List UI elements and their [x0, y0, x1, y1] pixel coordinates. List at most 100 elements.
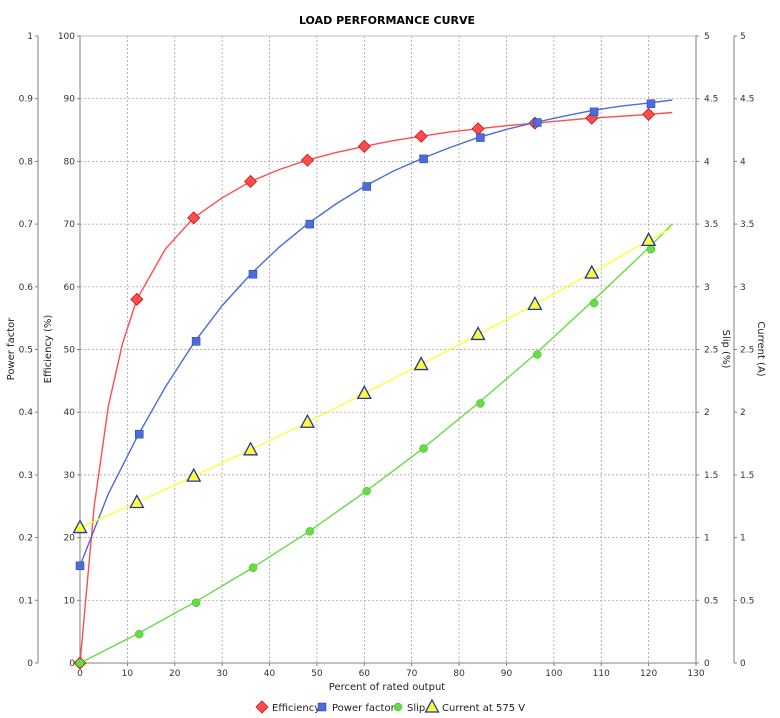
data-point-1: [244, 174, 258, 189]
efficiency-tick-label: 90: [64, 95, 76, 105]
slip-tick-label: 5: [704, 32, 710, 42]
data-point-2: [589, 107, 599, 117]
data-point-3: [191, 598, 201, 608]
data-point-4: [584, 264, 600, 279]
legend: Efficiency Power factor Slip Current at 575…: [255, 698, 525, 714]
slip-tick-label: 2: [704, 408, 710, 418]
data-point-3: [589, 298, 599, 308]
data-point-1: [471, 122, 485, 136]
data-point-3: [362, 486, 371, 496]
x-axis-title: Percent of rated output: [329, 682, 446, 693]
current-tick-label: 3: [740, 283, 746, 293]
current-tick-label: 5: [740, 32, 746, 42]
data-point-4: [129, 494, 145, 509]
power-factor-tick-label: 0.3: [19, 471, 33, 481]
efficiency-tick-label: 0: [69, 659, 75, 669]
current-axis-title: Current (A): [755, 321, 766, 376]
chart-title: LOAD PERFORMANCE CURVE: [299, 14, 475, 27]
efficiency-tick-label: 80: [64, 157, 76, 167]
data-point-1: [414, 129, 428, 143]
data-point-3: [419, 444, 428, 453]
data-point-3: [646, 244, 656, 254]
data-point-3: [75, 658, 85, 668]
x-tick-label: 110: [593, 669, 610, 679]
series-line-2: [79, 99, 673, 567]
series-line-4: [79, 227, 673, 529]
slip-tick-label: 4: [704, 157, 710, 167]
data-point-3: [305, 527, 315, 536]
slip-tick-label: 3: [704, 283, 710, 293]
current-tick-label: 2: [740, 408, 746, 418]
x-tick-label: 10: [122, 669, 134, 679]
current-tick-label: 4.5: [740, 95, 754, 105]
power-factor-tick-label: 0.9: [19, 95, 34, 105]
current-tick-label: 4: [740, 157, 746, 167]
data-point-4: [242, 441, 259, 456]
x-tick-label: 30: [216, 669, 228, 679]
x-tick-label: 40: [264, 669, 276, 679]
data-point-3: [533, 350, 542, 359]
power-factor-tick-label: 0.4: [19, 408, 34, 418]
axes-layer: 0 10 20 30 40 50 60 70 80 90 100 110 120 13000.10.20.…: [19, 32, 755, 679]
data-point-4: [72, 519, 88, 534]
slip-tick-label: 0.5: [704, 596, 718, 606]
slip-tick-label: 0: [704, 659, 710, 669]
power-factor-axis-title: Power factor: [6, 317, 17, 381]
efficiency-axis-title: Efficiency (%): [43, 315, 54, 384]
data-point-2: [362, 182, 371, 191]
data-point-3: [476, 399, 485, 408]
data-point-2: [248, 270, 258, 279]
current-tick-label: 1: [740, 534, 746, 544]
data-point-1: [130, 292, 144, 306]
legend-marker-4: [424, 698, 440, 713]
slip-tick-label: 4.5: [704, 95, 718, 105]
efficiency-tick-label: 70: [64, 220, 76, 230]
slip-tick-label: 1.5: [704, 471, 718, 481]
data-point-2: [476, 133, 485, 142]
efficiency-tick-label: 50: [64, 346, 76, 356]
x-tick-label: 20: [169, 669, 181, 679]
current-tick-label: 0.5: [740, 596, 754, 606]
series-line-1: [79, 111, 673, 664]
efficiency-tick-label: 10: [64, 596, 76, 606]
slip-tick-label: 1: [704, 534, 710, 544]
grid-layer: [80, 36, 696, 663]
data-point-4: [186, 467, 202, 482]
data-point-4: [299, 413, 316, 428]
power-factor-tick-label: 1: [27, 32, 33, 42]
x-tick-label: 130: [687, 669, 704, 679]
data-point-1: [357, 139, 371, 153]
x-tick-label: 60: [359, 669, 371, 679]
slip-tick-label: 2.5: [704, 346, 718, 356]
x-tick-label: 80: [453, 669, 465, 679]
data-point-1: [187, 211, 201, 225]
data-point-4: [356, 385, 372, 400]
x-tick-label: 0: [77, 669, 83, 679]
data-point-3: [134, 629, 144, 639]
data-point-4: [470, 326, 486, 341]
data-point-2: [75, 561, 85, 571]
power-factor-tick-label: 0: [27, 659, 33, 669]
power-factor-tick-label: 0.1: [19, 596, 33, 606]
x-tick-label: 100: [545, 669, 562, 679]
x-tick-label: 90: [501, 669, 513, 679]
legend-label-1: Efficiency: [272, 703, 320, 714]
current-tick-label: 3.5: [740, 220, 754, 230]
legend-marker-2: [317, 702, 327, 712]
data-point-2: [533, 118, 542, 127]
legend-label-2: Power factor: [332, 703, 396, 714]
data-point-2: [134, 429, 144, 439]
data-point-2: [646, 99, 656, 108]
current-tick-label: 0: [740, 659, 746, 669]
data-point-4: [413, 356, 429, 371]
series-layer: [72, 99, 673, 670]
x-tick-label: 50: [311, 669, 323, 679]
efficiency-tick-label: 100: [58, 32, 75, 42]
slip-axis-title: Slip (%): [720, 330, 731, 369]
slip-tick-label: 3.5: [704, 220, 718, 230]
legend-marker-1: [255, 700, 269, 714]
current-tick-label: 2.5: [740, 346, 754, 356]
x-tick-label: 70: [406, 669, 418, 679]
data-point-2: [191, 337, 201, 346]
power-factor-tick-label: 0.7: [19, 220, 33, 230]
